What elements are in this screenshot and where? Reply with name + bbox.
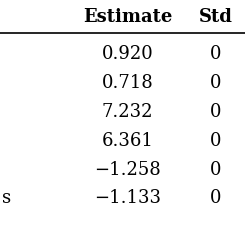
- Text: s: s: [2, 189, 12, 208]
- Text: 0.920: 0.920: [101, 45, 153, 63]
- Text: −1.133: −1.133: [94, 189, 161, 208]
- Text: 0: 0: [210, 103, 221, 121]
- Text: 0: 0: [210, 132, 221, 150]
- Text: 0.718: 0.718: [101, 74, 153, 92]
- Text: 0: 0: [210, 45, 221, 63]
- Text: −1.258: −1.258: [94, 160, 161, 179]
- Text: Estimate: Estimate: [83, 8, 172, 26]
- Text: 0: 0: [210, 74, 221, 92]
- Text: 7.232: 7.232: [102, 103, 153, 121]
- Text: 6.361: 6.361: [101, 132, 153, 150]
- Text: 0: 0: [210, 160, 221, 179]
- Text: Std: Std: [199, 8, 233, 26]
- Text: 0: 0: [210, 189, 221, 208]
